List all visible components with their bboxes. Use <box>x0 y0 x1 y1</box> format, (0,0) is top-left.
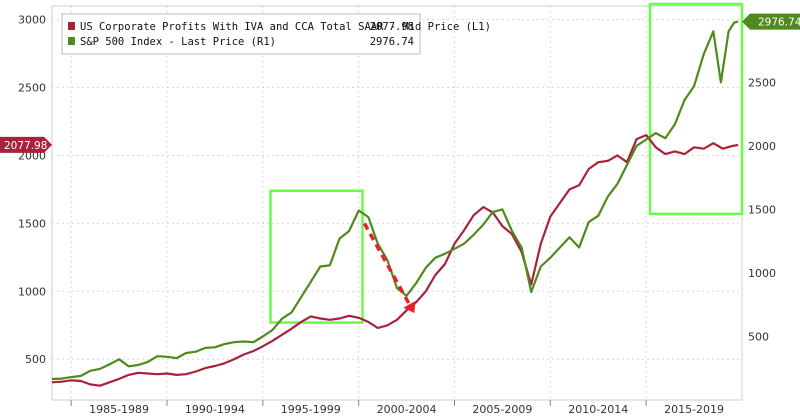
right-tick-label: 2500 <box>748 76 776 89</box>
left-tick-label: 1500 <box>18 217 46 230</box>
legend-swatch-sp500 <box>68 37 75 45</box>
badge-profits <box>0 136 52 153</box>
x-tick-label: 1995-1999 <box>281 403 341 416</box>
highlight-boxes <box>269 2 744 324</box>
x-tick-label: 1990-1994 <box>185 403 245 416</box>
right-axis: 500 1000 1500 2000 2500 <box>748 76 776 343</box>
arrow-head <box>403 300 416 313</box>
arrow-shaft <box>362 222 411 306</box>
legend: US Corporate Profits With IVA and CCA To… <box>61 13 491 55</box>
badge-sp500 <box>742 13 800 30</box>
x-tick-label: 2015-2019 <box>664 403 724 416</box>
highlight-box <box>269 189 364 324</box>
highlight-box <box>648 2 744 216</box>
x-tick-label: 2005-2009 <box>472 403 532 416</box>
left-tick-label: 3000 <box>18 14 46 27</box>
x-tick-label: 1985-1989 <box>89 403 149 416</box>
left-tick-label: 1000 <box>18 285 46 298</box>
series-line-profits <box>51 134 739 387</box>
legend-label-profits: US Corporate Profits With IVA and CCA To… <box>80 21 491 33</box>
legend-label-sp500: S&P 500 Index - Last Price (R1) <box>80 36 276 48</box>
right-tick-label: 500 <box>748 330 769 343</box>
badge-profits-text: 2077.98 <box>4 140 47 152</box>
legend-value-sp500: 2976.74 <box>370 36 414 48</box>
x-axis: 1985-1989 1990-1994 1995-1999 2000-2004 2005… <box>70 400 724 416</box>
right-tick-label: 1500 <box>748 203 776 216</box>
x-tick-label: 2000-2004 <box>377 403 437 416</box>
left-tick-label: 2500 <box>18 82 46 95</box>
x-tick-label: 2010-2014 <box>568 403 628 416</box>
badge-sp500-text: 2976.74 <box>758 17 800 29</box>
left-tick-label: 500 <box>25 353 46 366</box>
value-badges: 2077.98 2976.74 <box>0 13 800 153</box>
legend-box <box>61 13 421 55</box>
legend-swatch-profits <box>68 22 75 30</box>
legend-value-profits: 2077.98 <box>370 21 414 33</box>
right-tick-label: 1000 <box>748 267 776 280</box>
right-tick-label: 2000 <box>748 140 776 153</box>
arrow-layer <box>362 222 416 313</box>
